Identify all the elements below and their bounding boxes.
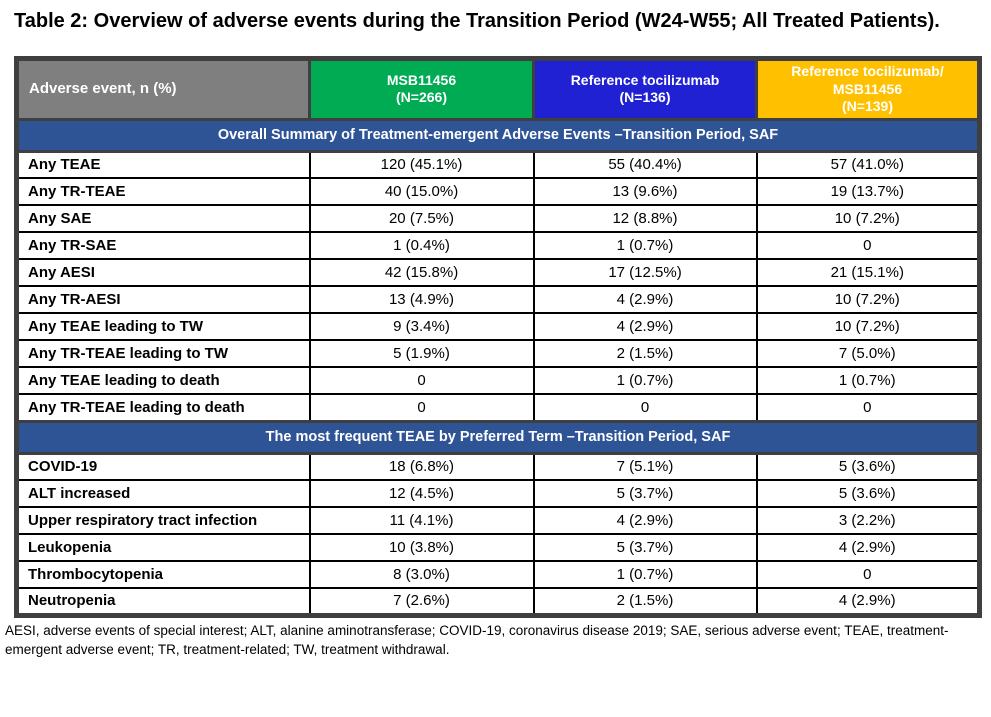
table-row: Any AESI 42 (15.8%) 17 (12.5%) 21 (15.1%) xyxy=(15,258,981,287)
table-body: Overall Summary of Treatment-emergent Ad… xyxy=(15,117,981,616)
row-label: ALT increased xyxy=(15,479,311,508)
cell-value: 5 (3.6%) xyxy=(755,452,981,481)
cell-value: 13 (9.6%) xyxy=(532,177,758,206)
row-label: Upper respiratory tract infection xyxy=(15,506,311,535)
table-row: Any TR-TEAE 40 (15.0%) 13 (9.6%) 19 (13.7%) xyxy=(15,177,981,206)
table-row: Neutropenia 7 (2.6%) 2 (1.5%) 4 (2.9%) xyxy=(15,587,981,616)
cell-value: 4 (2.9%) xyxy=(755,533,981,562)
cell-value: 12 (4.5%) xyxy=(308,479,535,508)
cell-value: 1 (0.7%) xyxy=(755,366,981,395)
cell-value: 0 xyxy=(308,393,535,422)
cell-value: 9 (3.4%) xyxy=(308,312,535,341)
cell-value: 5 (3.7%) xyxy=(532,533,758,562)
cell-value: 17 (12.5%) xyxy=(532,258,758,287)
cell-value: 7 (2.6%) xyxy=(308,587,535,616)
section-header: Overall Summary of Treatment-emergent Ad… xyxy=(15,117,981,153)
cell-value: 0 xyxy=(532,393,758,422)
row-label: Any TR-TEAE leading to TW xyxy=(15,339,311,368)
cell-value: 5 (3.6%) xyxy=(755,479,981,508)
cell-value: 57 (41.0%) xyxy=(755,150,981,179)
cell-value: 20 (7.5%) xyxy=(308,204,535,233)
row-label: Any TEAE leading to TW xyxy=(15,312,311,341)
header-reference-tocilizumab-msb11456: Reference tocilizumab/ MSB11456 (N=139) xyxy=(755,57,981,121)
cell-value: 0 xyxy=(755,393,981,422)
row-label: COVID-19 xyxy=(15,452,311,481)
cell-value: 120 (45.1%) xyxy=(308,150,535,179)
cell-value: 2 (1.5%) xyxy=(532,587,758,616)
table-row: Any TR-TEAE leading to death 0 0 0 xyxy=(15,393,981,422)
row-label: Any TR-TEAE leading to death xyxy=(15,393,311,422)
header-reference-tocilizumab: Reference tocilizumab (N=136) xyxy=(532,57,758,121)
cell-value: 0 xyxy=(755,231,981,260)
cell-value: 1 (0.7%) xyxy=(532,366,758,395)
cell-value: 42 (15.8%) xyxy=(308,258,535,287)
table-row: COVID-19 18 (6.8%) 7 (5.1%) 5 (3.6%) xyxy=(15,452,981,481)
cell-value: 13 (4.9%) xyxy=(308,285,535,314)
header-msb11456: MSB11456 (N=266) xyxy=(308,57,535,121)
table-row: Leukopenia 10 (3.8%) 5 (3.7%) 4 (2.9%) xyxy=(15,533,981,562)
cell-value: 4 (2.9%) xyxy=(532,506,758,535)
adverse-events-table: Adverse event, n (%) MSB11456 (N=266) Re… xyxy=(14,56,982,618)
cell-value: 0 xyxy=(308,366,535,395)
cell-value: 4 (2.9%) xyxy=(755,587,981,616)
table-row: Any SAE 20 (7.5%) 12 (8.8%) 10 (7.2%) xyxy=(15,204,981,233)
cell-value: 7 (5.1%) xyxy=(532,452,758,481)
row-label: Any TR-TEAE xyxy=(15,177,311,206)
row-label: Thrombocytopenia xyxy=(15,560,311,589)
section-header-row: Overall Summary of Treatment-emergent Ad… xyxy=(15,117,981,153)
cell-value: 40 (15.0%) xyxy=(308,177,535,206)
footnote: AESI, adverse events of special interest… xyxy=(5,622,949,658)
row-label: Any TR-SAE xyxy=(15,231,311,260)
table-title: Table 2: Overview of adverse events duri… xyxy=(14,10,940,32)
cell-value: 19 (13.7%) xyxy=(755,177,981,206)
table-row: ALT increased 12 (4.5%) 5 (3.7%) 5 (3.6%) xyxy=(15,479,981,508)
cell-value: 4 (2.9%) xyxy=(532,285,758,314)
section-header: The most frequent TEAE by Preferred Term… xyxy=(15,419,981,455)
table-row: Any TR-AESI 13 (4.9%) 4 (2.9%) 10 (7.2%) xyxy=(15,285,981,314)
row-label: Neutropenia xyxy=(15,587,311,616)
row-label: Any AESI xyxy=(15,258,311,287)
section-header-row: The most frequent TEAE by Preferred Term… xyxy=(15,419,981,455)
cell-value: 5 (3.7%) xyxy=(532,479,758,508)
row-label: Any TR-AESI xyxy=(15,285,311,314)
cell-value: 12 (8.8%) xyxy=(532,204,758,233)
cell-value: 2 (1.5%) xyxy=(532,339,758,368)
cell-value: 1 (0.7%) xyxy=(532,231,758,260)
cell-value: 10 (7.2%) xyxy=(755,285,981,314)
header-row: Adverse event, n (%) MSB11456 (N=266) Re… xyxy=(15,57,981,121)
cell-value: 55 (40.4%) xyxy=(532,150,758,179)
cell-value: 1 (0.7%) xyxy=(532,560,758,589)
cell-value: 10 (3.8%) xyxy=(308,533,535,562)
row-label: Any TEAE xyxy=(15,150,311,179)
table-row: Thrombocytopenia 8 (3.0%) 1 (0.7%) 0 xyxy=(15,560,981,589)
table-row: Any TEAE 120 (45.1%) 55 (40.4%) 57 (41.0%) xyxy=(15,150,981,179)
table-row: Any TEAE leading to TW 9 (3.4%) 4 (2.9%) 10… xyxy=(15,312,981,341)
cell-value: 3 (2.2%) xyxy=(755,506,981,535)
cell-value: 4 (2.9%) xyxy=(532,312,758,341)
cell-value: 8 (3.0%) xyxy=(308,560,535,589)
cell-value: 21 (15.1%) xyxy=(755,258,981,287)
cell-value: 7 (5.0%) xyxy=(755,339,981,368)
cell-value: 10 (7.2%) xyxy=(755,312,981,341)
row-label: Leukopenia xyxy=(15,533,311,562)
cell-value: 5 (1.9%) xyxy=(308,339,535,368)
row-label: Any SAE xyxy=(15,204,311,233)
cell-value: 1 (0.4%) xyxy=(308,231,535,260)
table-header: Adverse event, n (%) MSB11456 (N=266) Re… xyxy=(15,57,981,121)
cell-value: 18 (6.8%) xyxy=(308,452,535,481)
cell-value: 10 (7.2%) xyxy=(755,204,981,233)
table-row: Any TEAE leading to death 0 1 (0.7%) 1 (0.7… xyxy=(15,366,981,395)
header-adverse-event: Adverse event, n (%) xyxy=(15,57,311,121)
table-row: Any TR-TEAE leading to TW 5 (1.9%) 2 (1.5%… xyxy=(15,339,981,368)
table-row: Any TR-SAE 1 (0.4%) 1 (0.7%) 0 xyxy=(15,231,981,260)
row-label: Any TEAE leading to death xyxy=(15,366,311,395)
cell-value: 11 (4.1%) xyxy=(308,506,535,535)
table-row: Upper respiratory tract infection 11 (4.1… xyxy=(15,506,981,535)
cell-value: 0 xyxy=(755,560,981,589)
